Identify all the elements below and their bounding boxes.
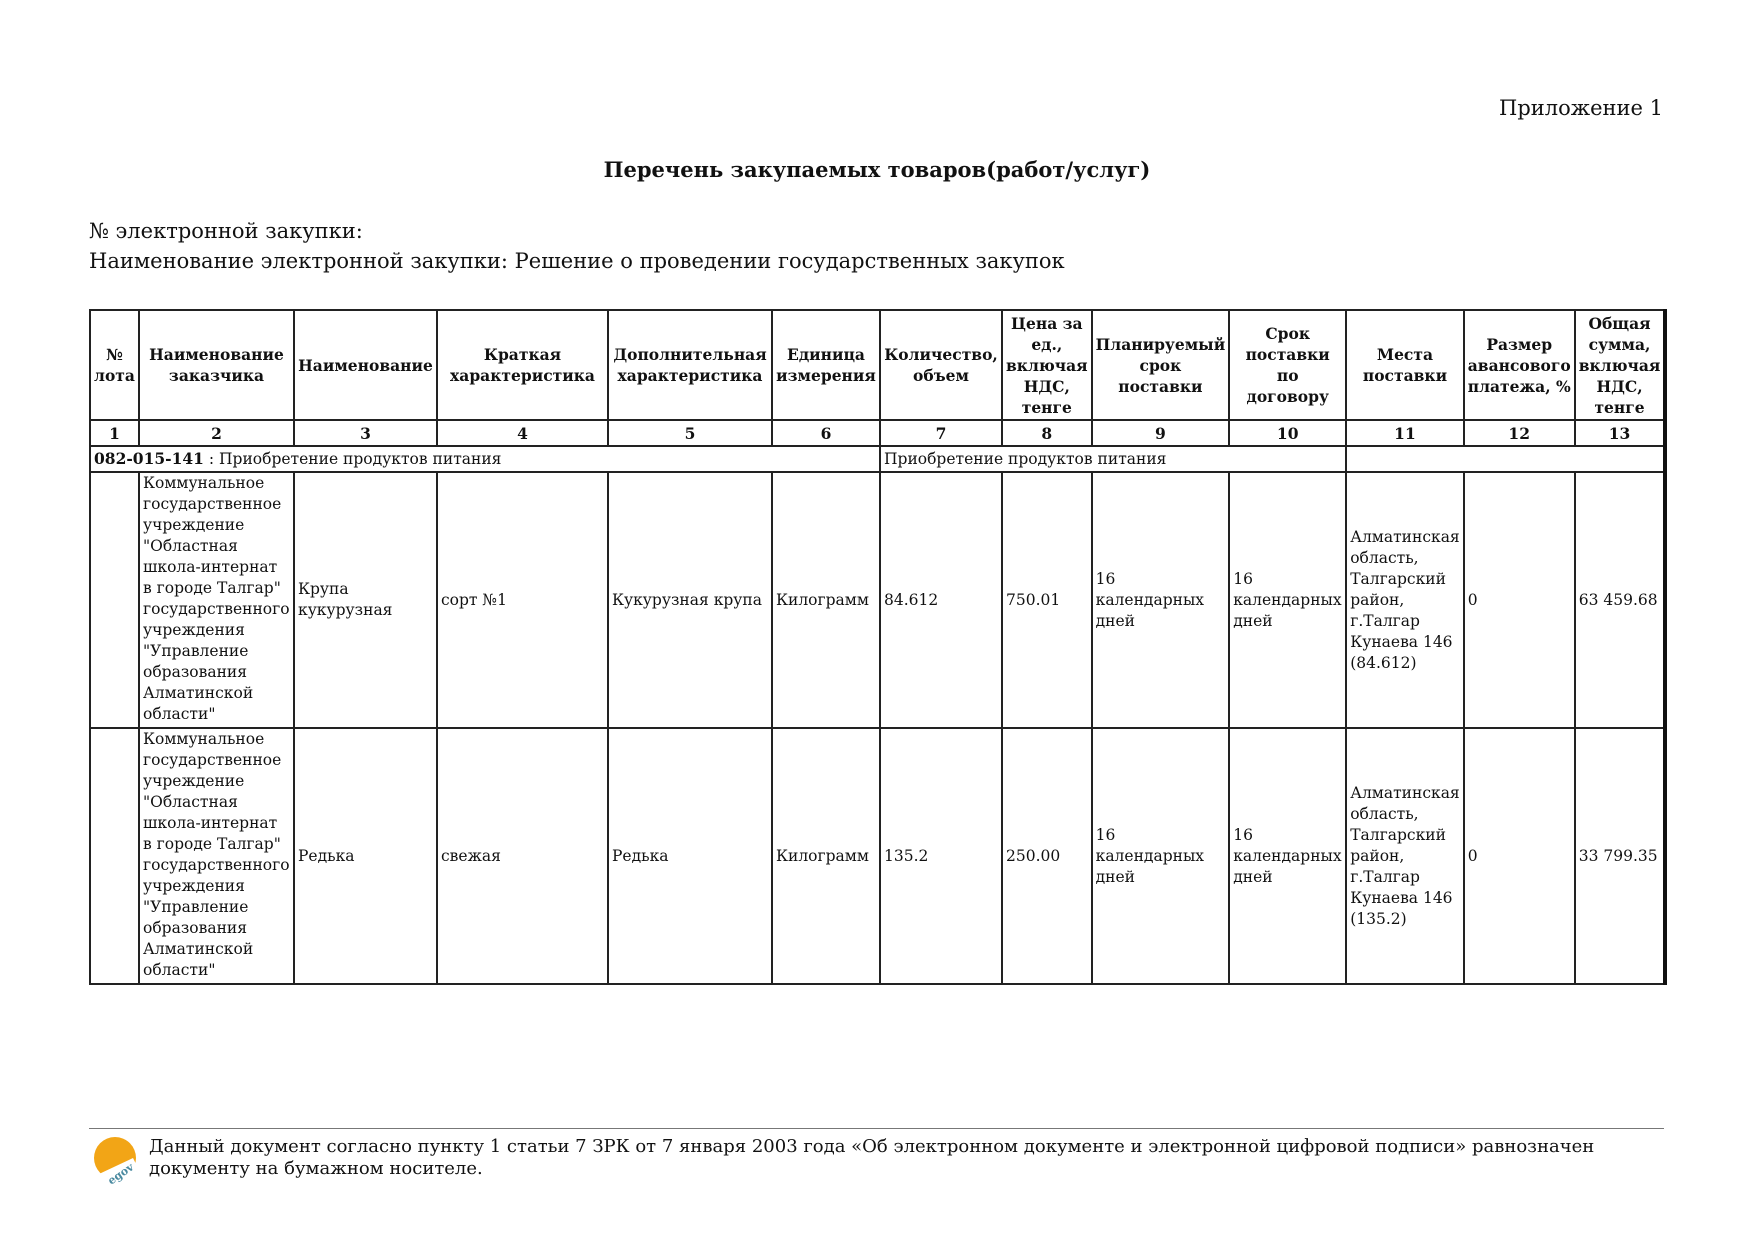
- column-number: 6: [771, 419, 881, 447]
- cell-place: Алматинская область, Талгарский район, г…: [1345, 727, 1465, 985]
- cell-price: 750.01: [1001, 471, 1093, 729]
- column-header: Количество, объем: [879, 309, 1003, 421]
- column-header: Дополнительная характеристика: [607, 309, 773, 421]
- column-number: 8: [1001, 419, 1093, 447]
- cell-qty: 84.612: [879, 471, 1003, 729]
- column-number: 3: [293, 419, 438, 447]
- egov-logo-icon: egov: [94, 1137, 137, 1184]
- table-row: Коммунальное государственное учреждение …: [89, 471, 1667, 729]
- purchase-name: Наименование электронной закупки: Решени…: [89, 249, 1065, 273]
- column-header: Цена за ед., включая НДС, тенге: [1001, 309, 1093, 421]
- document-title: Перечень закупаемых товаров(работ/услуг): [603, 157, 1151, 182]
- column-header: Планируемый срок поставки: [1090, 309, 1231, 421]
- cell-name: Крупа кукурузная: [293, 471, 438, 729]
- footer-divider: [89, 1128, 1664, 1129]
- column-number: 10: [1228, 419, 1348, 447]
- cell-extra: Редька: [607, 727, 773, 985]
- column-number: 12: [1462, 419, 1576, 447]
- cell-advance: 0: [1462, 727, 1576, 985]
- cell-price: 250.00: [1001, 727, 1093, 985]
- cell-name: Редька: [293, 727, 438, 985]
- appendix-label: Приложение 1: [1499, 96, 1663, 120]
- column-header: № лота: [89, 309, 140, 421]
- column-number: 7: [879, 419, 1003, 447]
- group-cell: 082-015-141 : Приобретение продуктов пит…: [89, 445, 881, 473]
- group-empty: [1345, 445, 1667, 473]
- column-number: 9: [1090, 419, 1231, 447]
- column-header: Наименование: [293, 309, 438, 421]
- column-number: 13: [1573, 419, 1667, 447]
- cell-contract: 16 календарных дней: [1228, 471, 1348, 729]
- column-header: Общая сумма, включая НДС, тенге: [1573, 309, 1667, 421]
- cell-planned: 16 календарных дней: [1090, 471, 1231, 729]
- column-number: 4: [436, 419, 609, 447]
- column-header: Срок поставки по договору: [1228, 309, 1348, 421]
- column-number: 1: [89, 419, 140, 447]
- column-number-row: 1 2 3 4 5 6 7 8 9 10 11 12 13: [89, 419, 1667, 447]
- cell-place: Алматинская область, Талгарский район, г…: [1345, 471, 1465, 729]
- cell-qty: 135.2: [879, 727, 1003, 985]
- column-header: Единица измерения: [771, 309, 881, 421]
- column-number: 11: [1345, 419, 1465, 447]
- column-header: Места поставки: [1345, 309, 1465, 421]
- group-name-2: Приобретение продуктов питания: [878, 445, 1348, 473]
- purchase-number: № электронной закупки:: [89, 219, 363, 243]
- column-header: Размер авансового платежа, %: [1462, 309, 1576, 421]
- group-code: 082-015-141: [94, 449, 204, 468]
- cell-extra: Кукурузная крупа: [607, 471, 773, 729]
- header-row: № лота Наименование заказчика Наименование…: [89, 309, 1667, 421]
- goods-table: № лота Наименование заказчика Наименование…: [89, 309, 1668, 985]
- cell-lot: [89, 471, 140, 729]
- cell-planned: 16 календарных дней: [1090, 727, 1231, 985]
- cell-advance: 0: [1462, 471, 1576, 729]
- cell-total: 33 799.35: [1573, 727, 1667, 985]
- cell-unit: Килограмм: [771, 471, 881, 729]
- cell-short: свежая: [436, 727, 609, 985]
- cell-lot: [89, 727, 140, 985]
- column-header: Краткая характеристика: [436, 309, 609, 421]
- table-row: Коммунальное государственное учреждение …: [89, 727, 1667, 985]
- column-number: 2: [138, 419, 295, 447]
- cell-customer: Коммунальное государственное учреждение …: [138, 727, 295, 985]
- group-name: : Приобретение продуктов питания: [203, 450, 502, 468]
- group-row: 082-015-141 : Приобретение продуктов пит…: [89, 445, 1667, 473]
- cell-customer: Коммунальное государственное учреждение …: [138, 471, 295, 729]
- cell-unit: Килограмм: [771, 727, 881, 985]
- cell-contract: 16 календарных дней: [1228, 727, 1348, 985]
- cell-total: 63 459.68: [1573, 471, 1667, 729]
- footer-text: Данный документ согласно пункту 1 статьи…: [149, 1136, 1595, 1179]
- cell-short: сорт №1: [436, 471, 609, 729]
- column-number: 5: [607, 419, 773, 447]
- column-header: Наименование заказчика: [138, 309, 295, 421]
